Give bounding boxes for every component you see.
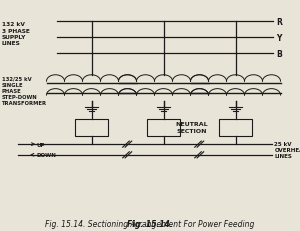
Text: Fig. 15.14. Sectioning Arrangement For Power Feeding: Fig. 15.14. Sectioning Arrangement For P… <box>45 219 255 228</box>
Text: UP: UP <box>37 142 45 147</box>
Bar <box>147 119 180 136</box>
Text: Fig. 15.14.: Fig. 15.14. <box>127 219 173 228</box>
Text: 132 kV
3 PHASE
SUPPLY
LINES: 132 kV 3 PHASE SUPPLY LINES <box>2 22 29 46</box>
Text: Y: Y <box>276 34 281 43</box>
Text: 132/25 kV
SINGLE
PHASE
STEP-DOWN
TRANSFORMER: 132/25 kV SINGLE PHASE STEP-DOWN TRANSFO… <box>2 76 46 106</box>
Text: DOWN: DOWN <box>37 153 57 158</box>
Text: NEUTRAL
SECTION: NEUTRAL SECTION <box>176 122 208 133</box>
Bar <box>219 119 252 136</box>
Bar <box>75 119 108 136</box>
Text: B: B <box>276 50 282 59</box>
Text: R: R <box>276 18 282 27</box>
Text: 25 kV
OVERHEAD
LINES: 25 kV OVERHEAD LINES <box>274 141 300 158</box>
